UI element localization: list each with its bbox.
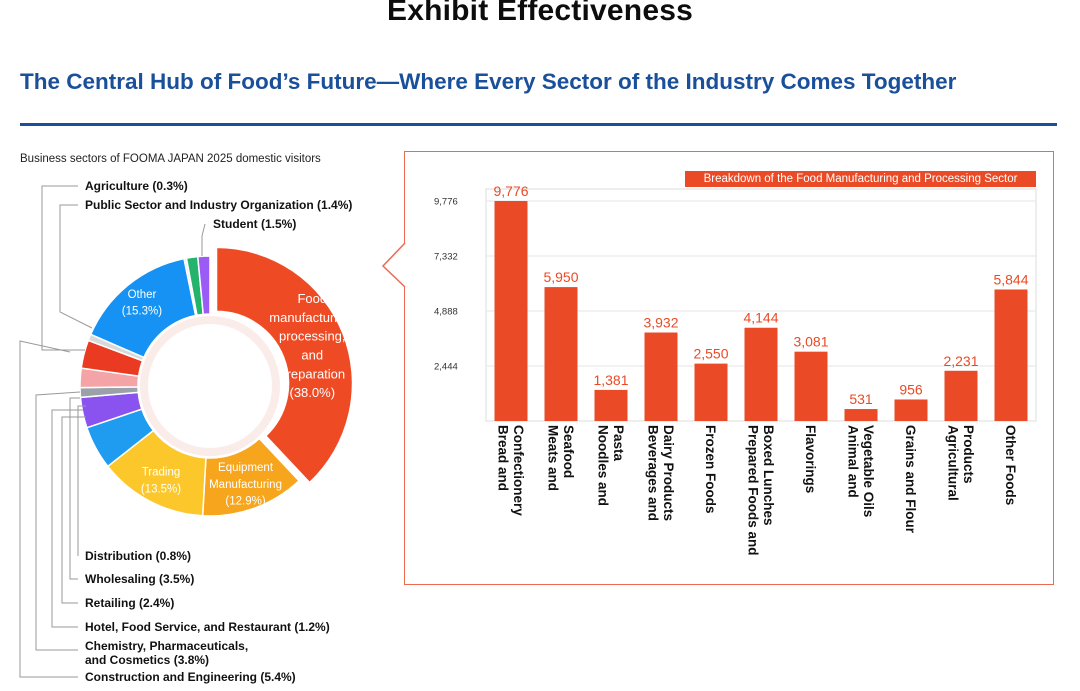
donut-chart: Food manufacturing, processing, and preparat…	[19, 179, 355, 684]
bar-gridlines	[485, 188, 1037, 422]
leader-distribution	[77, 405, 86, 556]
bar-value-label: 2,231	[943, 353, 978, 369]
legend-agriculture: Agriculture (0.3%)	[85, 179, 188, 193]
bar-category-label: Beverages andDairy Products	[645, 425, 676, 521]
bar-y-axis: 2,444 4,888 7,332 9,776	[434, 197, 458, 373]
bar-value-label: 5,950	[543, 269, 578, 285]
donut-label-food: Food manufacturing, processing, and preparat…	[269, 291, 355, 400]
bar-agricultural-products	[944, 370, 978, 421]
bar-y-tick-label: 7,332	[434, 252, 458, 263]
legend-chemistry-line2: and Cosmetics (3.8%)	[85, 653, 209, 667]
bar-category-label: Prepared Foods andBoxed Lunches	[745, 425, 776, 556]
legend-student: Student (1.5%)	[213, 217, 296, 231]
leader-chemistry	[35, 391, 81, 651]
leader-construction	[19, 340, 78, 678]
donut-label-equipment: Equipment Manufacturing (12.9%)	[209, 462, 282, 507]
bar-category-label: Flavorings	[803, 425, 818, 493]
bar-y-tick-label: 9,776	[434, 197, 458, 208]
donut-slices	[79, 246, 354, 517]
bar-value-label: 4,144	[743, 310, 778, 326]
donut-legend: Agriculture (0.3%) Public Sector and Ind…	[85, 179, 352, 684]
bar-value-label: 3,081	[793, 334, 828, 350]
bar-value-label: 3,932	[643, 315, 678, 331]
donut-label-trading: Trading (13.5%)	[141, 467, 181, 496]
bar-category-label: Other Foods	[1003, 425, 1018, 505]
bar-value-label: 1,381	[593, 372, 628, 388]
bar-beverages-and-dairy-products	[644, 332, 678, 421]
donut-slice-student	[196, 255, 211, 316]
donut-inner-ring	[140, 316, 280, 456]
bar-value-label: 531	[849, 391, 873, 407]
bar-category-label: Animal andVegetable Oils	[845, 425, 876, 517]
donut-slice-food-manufacturing-processing-and-preparation	[215, 246, 354, 484]
bar-other-foods	[994, 289, 1028, 421]
bar-category-label: Noodles andPasta	[595, 425, 626, 506]
legend-chemistry-line1: Chemistry, Pharmaceuticals,	[85, 639, 248, 653]
legend-hotel: Hotel, Food Service, and Restaurant (1.2…	[85, 620, 330, 634]
bar-value-label: 5,844	[993, 271, 1028, 287]
donut-chart-caption: Business sectors of FOOMA JAPAN 2025 dom…	[20, 153, 321, 165]
bar-value-label: 9,776	[493, 183, 528, 199]
legend-public-sector: Public Sector and Industry Organization …	[85, 198, 352, 212]
donut-hole	[139, 315, 281, 457]
bar-frozen-foods	[694, 363, 728, 421]
bar-value-labels: 9,776 5,950 1,381 3,932 2,550 4,144 3,081 531 95…	[493, 183, 1028, 407]
legend-distribution: Distribution (0.8%)	[85, 549, 191, 563]
leader-student	[201, 223, 206, 256]
bar-value-label: 2,550	[693, 346, 728, 362]
breakdown-panel-title: Breakdown of the Food Manufacturing and …	[685, 171, 1036, 187]
donut-label-other: Other (15.3%)	[122, 289, 162, 318]
bar-category-label: Grains and Flour	[903, 425, 918, 534]
bar-bread-and-confectionery	[494, 201, 528, 421]
leader-agriculture	[41, 185, 85, 351]
bar-animal-and-vegetable-oils	[844, 409, 878, 421]
leader-wholesaling	[69, 397, 80, 580]
leader-public-sector	[59, 204, 93, 329]
legend-retailing: Retailing (2.4%)	[85, 596, 174, 610]
legend-construction: Construction and Engineering (5.4%)	[85, 670, 296, 684]
leader-lines	[19, 185, 206, 678]
bar-category-label: AgriculturalProducts	[945, 425, 976, 501]
donut-slice-labels: Food manufacturing, processing, and preparat…	[122, 289, 355, 508]
bar-chart: 2,444 4,888 7,332 9,776 9,776 5,950 1,381 3,93…	[434, 183, 1037, 556]
bar-series	[494, 201, 1028, 421]
bar-noodles-and-pasta	[594, 389, 628, 421]
bar-y-tick-label: 4,888	[434, 307, 458, 318]
bar-meats-and-seafood	[544, 287, 578, 421]
bar-category-label: Bread andConfectionery	[495, 425, 526, 516]
page-title: Exhibit Effectiveness	[387, 0, 693, 27]
bar-category-labels: Bread andConfectionery Meats andSeafood No…	[495, 425, 1018, 556]
leader-hotel	[51, 409, 83, 628]
bar-y-tick-label: 2,444	[434, 362, 458, 373]
leader-retailing	[61, 416, 86, 604]
bar-category-label: Meats andSeafood	[545, 425, 576, 491]
title-divider	[20, 123, 1057, 126]
bar-value-label: 956	[899, 381, 923, 397]
bar-category-label: Frozen Foods	[703, 425, 718, 514]
bar-prepared-foods-and-boxed-lunches	[744, 327, 778, 421]
bar-grains-and-flour	[894, 399, 928, 421]
legend-wholesaling: Wholesaling (3.5%)	[85, 572, 194, 586]
bar-flavorings	[794, 351, 828, 421]
page-subtitle: The Central Hub of Food’s Future—Where E…	[20, 69, 957, 94]
